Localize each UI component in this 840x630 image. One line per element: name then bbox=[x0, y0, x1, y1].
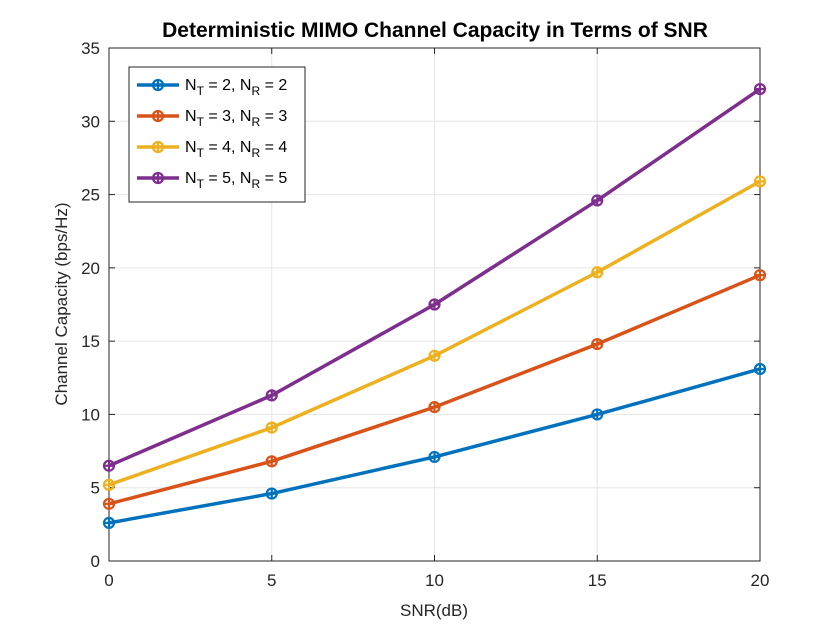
y-tick-label: 35 bbox=[81, 39, 100, 58]
data-point bbox=[591, 337, 604, 351]
data-point bbox=[102, 516, 116, 529]
x-tick-label: 15 bbox=[588, 571, 607, 590]
legend-text-part: = 2, N bbox=[204, 77, 252, 94]
axes: 0 5 10 15 20 0 5 10 15 20 25 30 35 bbox=[81, 39, 769, 590]
data-point bbox=[151, 140, 165, 154]
legend-label: NT = 2, NR = 2 bbox=[185, 77, 287, 98]
data-point bbox=[265, 389, 278, 402]
legend-text-part: = 4 bbox=[260, 139, 287, 156]
y-tick-label: 5 bbox=[91, 479, 100, 498]
series-2 bbox=[102, 269, 767, 510]
legend-subscript: R bbox=[251, 177, 260, 191]
data-point bbox=[591, 266, 604, 279]
series-layer bbox=[102, 82, 767, 529]
data-point bbox=[753, 269, 767, 282]
data-point bbox=[591, 408, 604, 421]
data-point bbox=[102, 497, 116, 510]
legend-label: NT = 5, NR = 5 bbox=[185, 170, 287, 191]
legend-text-part: = 3 bbox=[260, 108, 287, 125]
data-point bbox=[102, 459, 116, 472]
legend-text-part: = 5, N bbox=[204, 170, 252, 187]
legend-item: NT = 5, NR = 5 bbox=[137, 170, 287, 191]
legend-text-part: N bbox=[185, 108, 197, 125]
data-point bbox=[265, 487, 278, 500]
data-point bbox=[151, 109, 165, 123]
legend-subscript: T bbox=[197, 84, 205, 98]
legend-subscript: T bbox=[197, 115, 205, 129]
y-tick-label: 30 bbox=[81, 112, 100, 131]
y-axis-label: Channel Capacity (bps/Hz) bbox=[52, 202, 71, 405]
legend-subscript: R bbox=[251, 84, 260, 98]
legend-subscript: T bbox=[197, 177, 205, 191]
data-point bbox=[591, 194, 604, 207]
legend-text-part: N bbox=[185, 170, 197, 187]
x-tick-label: 0 bbox=[104, 571, 113, 590]
data-point bbox=[151, 78, 165, 92]
data-point bbox=[102, 478, 116, 491]
legend-text-part: N bbox=[185, 77, 197, 94]
series-1 bbox=[102, 362, 767, 529]
x-axis-label: SNR(dB) bbox=[400, 601, 468, 620]
legend-label: NT = 3, NR = 3 bbox=[185, 108, 287, 129]
data-point bbox=[428, 401, 441, 414]
y-tick-label: 10 bbox=[81, 405, 100, 424]
x-tick-label: 20 bbox=[751, 571, 770, 590]
x-tick-label: 10 bbox=[425, 571, 444, 590]
data-point bbox=[753, 82, 767, 96]
x-tick-label: 5 bbox=[267, 571, 276, 590]
legend-subscript: T bbox=[197, 146, 205, 160]
legend-label: NT = 4, NR = 4 bbox=[185, 139, 287, 160]
y-tick-label: 20 bbox=[81, 259, 100, 278]
legend-text-part: N bbox=[185, 139, 197, 156]
legend-text-part: = 4, N bbox=[204, 139, 252, 156]
legend-text-part: = 3, N bbox=[204, 108, 252, 125]
chart-title: Deterministic MIMO Channel Capacity in T… bbox=[162, 19, 708, 42]
legend-subscript: R bbox=[251, 115, 260, 129]
data-point bbox=[753, 175, 767, 188]
data-point bbox=[151, 171, 165, 185]
legend-subscript: R bbox=[251, 146, 260, 160]
data-point bbox=[265, 455, 278, 468]
legend-item: NT = 2, NR = 2 bbox=[137, 77, 287, 98]
y-tick-label: 15 bbox=[81, 332, 100, 351]
y-tick-label: 25 bbox=[81, 186, 100, 205]
legend-text-part: = 5 bbox=[260, 170, 287, 187]
data-point bbox=[428, 298, 441, 311]
legend-item: NT = 4, NR = 4 bbox=[137, 139, 287, 160]
y-tick-label: 0 bbox=[91, 552, 100, 571]
data-point bbox=[428, 349, 441, 362]
series-3 bbox=[102, 175, 767, 491]
legend: NT = 2, NR = 2NT = 3, NR = 3NT = 4, NR =… bbox=[128, 66, 306, 203]
data-point bbox=[753, 362, 767, 376]
data-point bbox=[265, 421, 278, 434]
series-4 bbox=[102, 82, 767, 472]
axes-box bbox=[108, 47, 761, 562]
data-point bbox=[428, 450, 441, 464]
legend-item: NT = 3, NR = 3 bbox=[137, 108, 287, 129]
legend-text-part: = 2 bbox=[260, 77, 287, 94]
